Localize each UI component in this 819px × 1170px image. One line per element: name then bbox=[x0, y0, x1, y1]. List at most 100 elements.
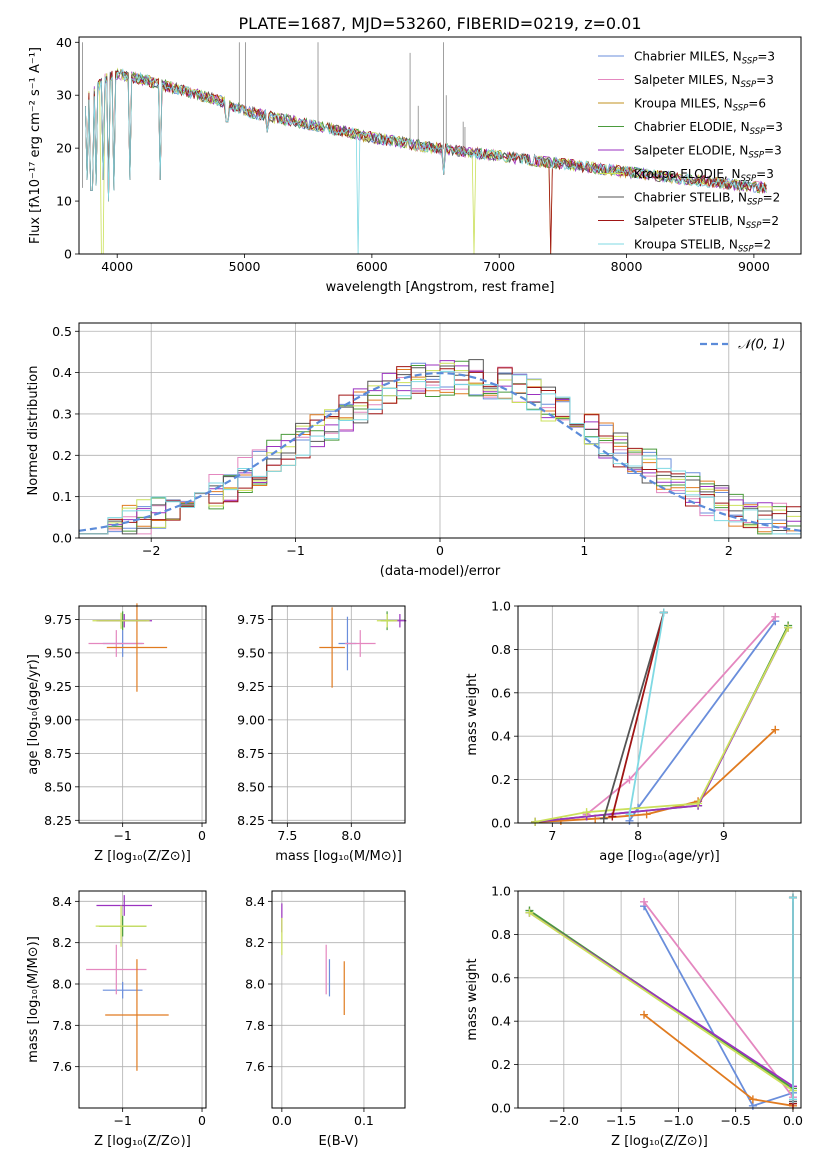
legend-label-base: Salpeter MILES, N bbox=[634, 73, 741, 87]
plus-marker bbox=[599, 814, 608, 823]
legend-label-sub: SSP bbox=[733, 104, 749, 114]
y-tick-label: 9.75 bbox=[237, 612, 265, 627]
y-tick-label: 1.0 bbox=[491, 599, 511, 614]
legend-label-sub: SSP bbox=[747, 198, 763, 208]
x-axis-label: E(B-V) bbox=[318, 1134, 358, 1149]
panel-z-weight: −2.0 −1.5 −1.0 −0.5 0.0 0.0 0.2 0.4 0.6 0.8 1.0 Z [… bbox=[465, 884, 803, 1150]
plus-marker bbox=[788, 893, 797, 902]
y-tick-label: 9.00 bbox=[44, 712, 72, 727]
figure-title: PLATE=1687, MJD=53260, FIBERID=0219, z=0… bbox=[238, 14, 641, 33]
x-tick-label: 0.0 bbox=[272, 1113, 292, 1128]
series-line bbox=[628, 612, 665, 815]
series-line bbox=[586, 616, 776, 815]
y-tick-label: 0.6 bbox=[491, 970, 511, 985]
plus-marker bbox=[642, 810, 651, 819]
series-line bbox=[535, 627, 789, 823]
plus-marker bbox=[784, 623, 793, 632]
legend-label-base: Kroupa STELIB, N bbox=[634, 238, 738, 252]
y-tick-label: 8.0 bbox=[52, 977, 72, 992]
legend-label-sub: SSP bbox=[750, 127, 766, 137]
x-axis-label: wavelength [Angstrom, rest frame] bbox=[326, 280, 555, 295]
legend-label-tail: =3 bbox=[756, 73, 774, 87]
y-tick-label: 0.0 bbox=[491, 1101, 511, 1116]
y-tick-label: 20 bbox=[56, 141, 72, 156]
x-tick-label: −2.0 bbox=[549, 1113, 579, 1128]
x-tick-label: 0 bbox=[198, 1113, 206, 1128]
y-tick-label: 8.2 bbox=[52, 935, 72, 950]
y-tick-label: 0.4 bbox=[491, 1014, 511, 1029]
y-tick-label: 8.75 bbox=[237, 746, 265, 761]
y-tick-label: 8.4 bbox=[245, 894, 265, 909]
y-tick-label: 0.0 bbox=[491, 816, 511, 831]
spectrum-lines bbox=[82, 42, 767, 254]
legend-label-sub: SSP bbox=[738, 245, 754, 255]
plus-marker bbox=[694, 799, 703, 808]
plus-marker bbox=[525, 908, 534, 917]
y-tick-label: 0.8 bbox=[491, 642, 511, 657]
x-tick-label: 8.0 bbox=[341, 828, 361, 843]
x-tick-label: 0.0 bbox=[783, 1113, 803, 1128]
legend-label-tail: =3 bbox=[765, 120, 783, 134]
spectrum-line bbox=[85, 68, 767, 254]
x-tick-label: −0.5 bbox=[721, 1113, 751, 1128]
legend-label: Chabrier MILES, NSSP=3 bbox=[634, 50, 775, 67]
plus-marker bbox=[640, 897, 649, 906]
legend-label: Salpeter ELODIE, NSSP=3 bbox=[634, 144, 782, 161]
y-tick-label: 9.50 bbox=[237, 645, 265, 660]
y-tick-label: 0.4 bbox=[491, 729, 511, 744]
legend-label-base: Salpeter STELIB, N bbox=[634, 214, 746, 228]
legend-label-tail: =2 bbox=[763, 191, 781, 205]
y-axis-label: age [log₁₀(age/yr)] bbox=[26, 654, 41, 775]
y-axis-label: Normed distribution bbox=[26, 366, 41, 496]
y-tick-label: 0.2 bbox=[491, 1057, 511, 1072]
x-tick-label: −1.5 bbox=[606, 1113, 636, 1128]
x-tick-label: 7000 bbox=[483, 259, 515, 274]
series-line bbox=[535, 729, 776, 823]
legend-label-base: Salpeter ELODIE, N bbox=[634, 144, 748, 158]
legend-label: Salpeter MILES, NSSP=3 bbox=[634, 73, 774, 90]
y-tick-label: 0.2 bbox=[52, 448, 72, 463]
series-line bbox=[602, 612, 665, 819]
y-tick-label: 0.8 bbox=[491, 927, 511, 942]
y-tick-label: 10 bbox=[56, 194, 72, 209]
panel-residuals: 𝒩(0, 1) −2 −1 0 1 2 0.0 0.1 0.2 0.3 0.4 0.5 (data-mo… bbox=[26, 322, 802, 579]
y-tick-label: 7.6 bbox=[245, 1059, 265, 1074]
legend-label-tail: =2 bbox=[754, 238, 772, 252]
plus-marker bbox=[771, 612, 780, 621]
x-axis-label: Z [log₁₀(Z/Z⊙)] bbox=[94, 1134, 191, 1149]
plus-marker bbox=[659, 608, 668, 617]
x-tick-label: 9000 bbox=[738, 259, 770, 274]
axes-frame bbox=[78, 890, 207, 1109]
x-axis-label: Z [log₁₀(Z/Z⊙)] bbox=[94, 849, 191, 864]
plus-marker bbox=[771, 725, 780, 734]
series-line bbox=[643, 1013, 794, 1107]
y-axis-label: mass weight bbox=[465, 673, 480, 755]
x-tick-label: 4000 bbox=[101, 259, 133, 274]
panel-z-mass: −1 0 7.6 7.8 8.0 8.2 8.4 Z [log₁₀(Z/Z⊙)] mass [l… bbox=[26, 890, 207, 1149]
x-axis-label: mass [log₁₀(M/M⊙)] bbox=[275, 849, 402, 864]
x-tick-label: −1 bbox=[286, 543, 304, 558]
legend-label-sub: SSP bbox=[742, 57, 758, 67]
axes-frame bbox=[517, 890, 802, 1109]
y-tick-label: 9.75 bbox=[44, 612, 72, 627]
y-axis-label: mass weight bbox=[465, 958, 480, 1040]
series-line bbox=[611, 612, 665, 817]
axes-frame bbox=[78, 36, 802, 255]
axes-frame bbox=[271, 890, 406, 1109]
x-tick-label: 8 bbox=[634, 828, 642, 843]
panel-ebv-mass: 0.0 0.1 7.6 7.8 8.0 8.2 8.4 E(B-V) bbox=[245, 890, 406, 1149]
spectrum-line bbox=[85, 70, 767, 254]
y-tick-label: 0.6 bbox=[491, 685, 511, 700]
y-tick-label: 0.3 bbox=[52, 406, 72, 421]
y-tick-label: 0 bbox=[64, 247, 72, 262]
y-axis-label: Flux [fλ10⁻¹⁷ erg cm⁻² s⁻¹ A⁻¹] bbox=[28, 47, 43, 244]
plus-marker bbox=[625, 775, 634, 784]
x-axis-label: age [log₁₀(age/yr)] bbox=[599, 849, 720, 864]
series-line bbox=[528, 911, 794, 1092]
y-tick-label: 9.00 bbox=[237, 712, 265, 727]
x-tick-label: −2 bbox=[142, 543, 160, 558]
series-line bbox=[643, 901, 794, 1098]
x-tick-label: 2 bbox=[725, 543, 733, 558]
